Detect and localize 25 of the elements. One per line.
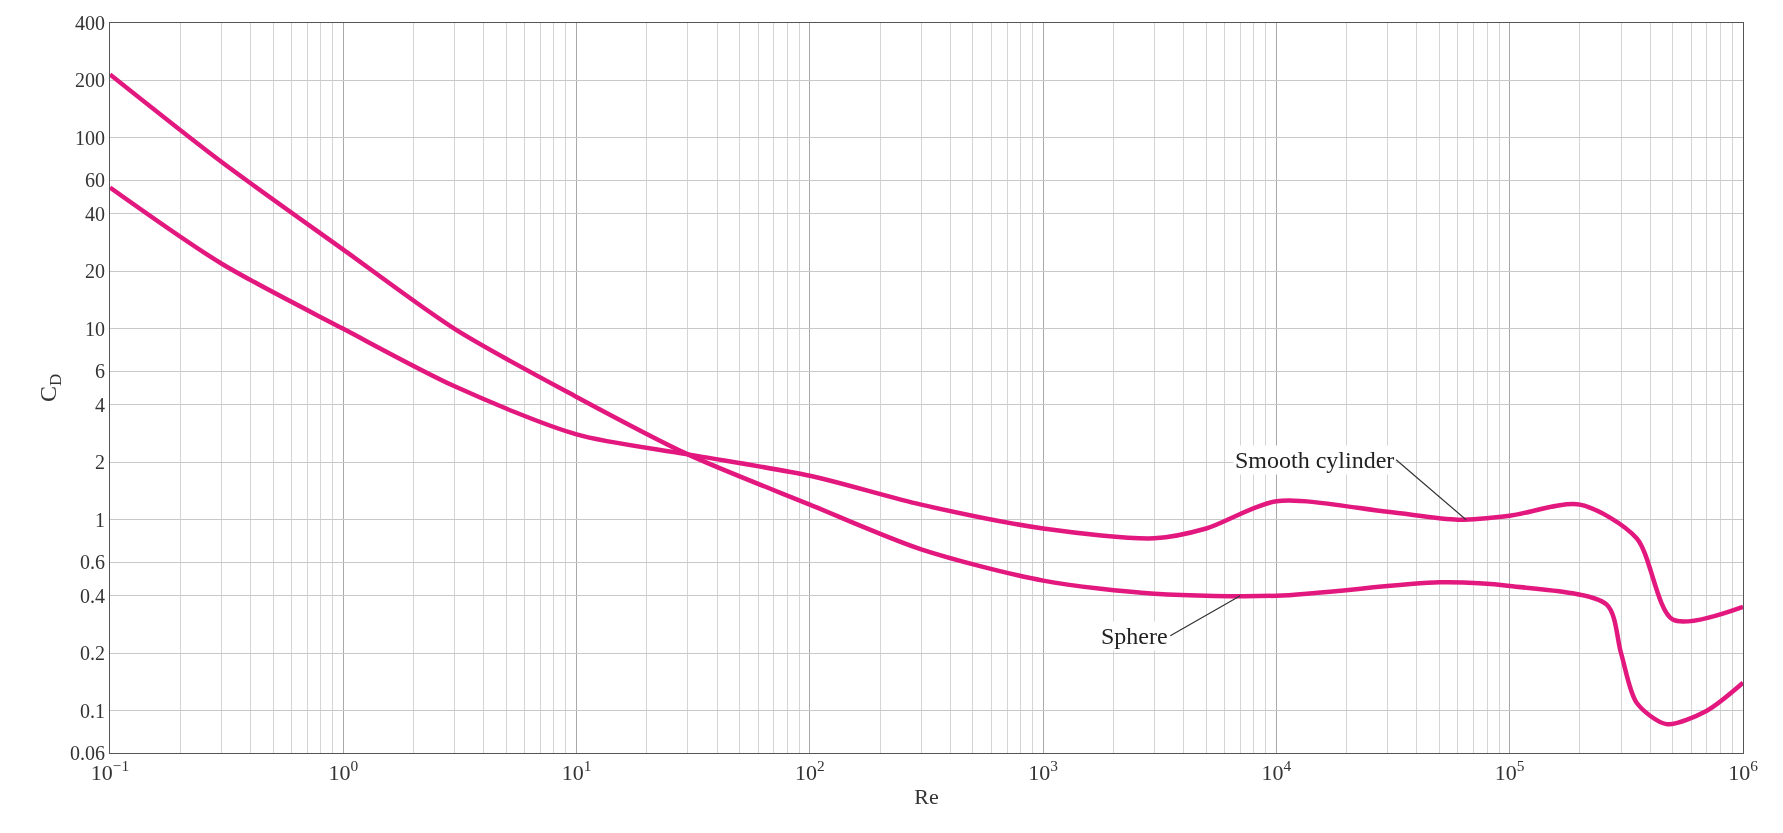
x-tick-label: 10$^{5}$ [1494,757,1525,786]
y-tick-label: 400 [75,12,105,34]
x-tick-label: 10$^{2}$ [795,757,825,786]
x-tick-label: 10$^{6}$ [1728,757,1759,786]
y-tick-label: 40 [85,202,105,225]
y-tick-label: 10 [85,317,105,340]
y-tick-label: 6 [95,360,105,383]
y-tick-label: 0.4 [80,584,105,607]
x-axis-title: Re [914,784,939,810]
y-tick-label: 0.6 [80,551,105,574]
y-tick-label: 60 [85,169,105,192]
annotation: Smooth cylinder [1235,447,1395,473]
y-tick-label: 200 [75,69,105,92]
y-tick-label: 2 [95,451,105,474]
y-tick-label: 4 [95,393,105,416]
y-tick-label: 20 [85,260,105,283]
y-tick-label: 0.2 [80,642,105,665]
x-tick-label: 10$^{1}$ [561,757,592,786]
x-tick-label: 10$^{3}$ [1028,757,1059,786]
y-tick-label: 0.1 [80,699,105,722]
annotation: Sphere [1101,623,1168,649]
y-tick-label: 100 [75,126,105,149]
x-tick-label: 10$^{0}$ [328,757,359,786]
y-tick-label: 1 [95,508,105,531]
x-tick-label: 10$^{4}$ [1261,757,1292,786]
